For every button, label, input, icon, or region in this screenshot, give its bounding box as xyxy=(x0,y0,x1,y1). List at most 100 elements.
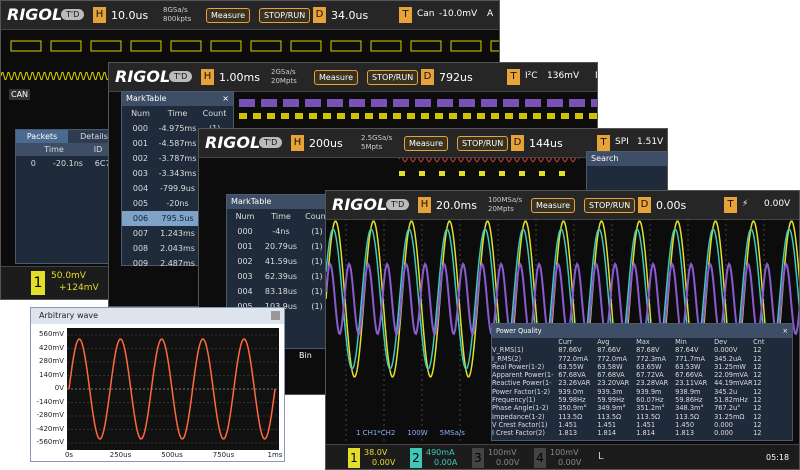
cell: 004 xyxy=(132,184,149,193)
header-bar: RIGOL T'D H 20.0ms 100MSa/s 20Mpts Measure STOP… xyxy=(326,191,799,220)
measure-button[interactable]: Measure xyxy=(206,8,250,23)
close-button[interactable] xyxy=(271,311,280,320)
pulse xyxy=(267,113,275,119)
bus-segment xyxy=(393,99,409,107)
bus-segment xyxy=(569,99,585,107)
bus-segment xyxy=(450,40,482,52)
bus-segment xyxy=(305,99,321,107)
cell: 23.28VAR xyxy=(636,379,669,388)
cell: 771.7mA xyxy=(675,354,705,363)
status-badge: T'D xyxy=(61,9,85,20)
mark-row: 004 83.18us (1) xyxy=(227,284,335,299)
cell: 67.68VA xyxy=(597,371,625,380)
cell: -20.1ns xyxy=(53,159,83,168)
channel-number[interactable]: 2 xyxy=(410,448,422,468)
cell: -799.9us xyxy=(159,184,196,193)
bus-marker xyxy=(479,171,485,176)
channel-number[interactable]: 1 xyxy=(348,448,360,468)
run-stop-button[interactable]: STOP/RUN xyxy=(457,136,509,151)
channel-number[interactable]: 3 xyxy=(472,448,484,468)
column-header: Min xyxy=(675,338,687,346)
cell: 006 xyxy=(132,214,149,223)
sample-rate: 2GSa/s xyxy=(271,68,296,76)
cell: 1.813 xyxy=(675,429,695,438)
bus-marker xyxy=(499,171,505,176)
measure-button[interactable]: Measure xyxy=(404,136,448,151)
measure-button[interactable]: Measure xyxy=(531,198,575,213)
measurement-row: V_RMS(1) 87.66V 87.66V 87.68V 87.64V 0.000V 12 xyxy=(492,346,792,354)
cell: 002 xyxy=(132,154,148,163)
cell: 002 xyxy=(237,257,253,266)
channel-offset: 0.00V xyxy=(496,458,520,467)
channel-bar: 1 38.0V 0.00V 2 490mA 0.00A 3 100mV 0.00V 4 100mV 0… xyxy=(326,444,799,469)
table-title: MarkTable xyxy=(227,195,335,209)
cell: 12 xyxy=(753,412,762,421)
pulse xyxy=(533,113,541,119)
y-tick-label: 420mV xyxy=(39,343,64,352)
cell: 12 xyxy=(753,429,762,438)
footer-item: 5MSa/s xyxy=(439,429,465,437)
measurement-row: I Crest Factor(2) 1.813 1.814 1.814 1.813 0.0… xyxy=(492,429,792,437)
tab[interactable]: Packets xyxy=(16,130,68,143)
bus-segment xyxy=(415,99,431,107)
memory-depth: 800kpts xyxy=(163,15,192,23)
delay-value: 144us xyxy=(529,137,563,150)
timebase: 20.0ms xyxy=(436,199,477,212)
cell: 51.82mHz xyxy=(714,396,748,405)
measure-button[interactable]: Measure xyxy=(314,70,358,85)
header-bar: RIGOL T'D H 10.0us 8GSa/s 800kpts Measure STOP/… xyxy=(1,1,499,30)
logic-label[interactable]: L xyxy=(598,451,604,462)
tab[interactable]: Details xyxy=(80,132,108,141)
brand-logo: RIGOL xyxy=(7,5,63,24)
cell: 000 xyxy=(132,124,148,133)
run-stop-button[interactable]: STOP/RUN xyxy=(367,70,419,85)
trigger-level: 136mV xyxy=(547,71,580,81)
cell: 87.68V xyxy=(636,346,660,355)
pulse xyxy=(351,113,359,119)
waveform-area xyxy=(239,99,597,119)
pulse xyxy=(435,113,443,119)
cell: 113.5Ω xyxy=(636,412,661,421)
delay-label: D xyxy=(421,69,434,85)
cell: 113.5Ω xyxy=(675,412,700,421)
cell: 0.000V xyxy=(714,346,738,355)
cell: V Crest Factor(1) xyxy=(492,420,548,429)
trigger-type: Can xyxy=(417,9,435,19)
channel-offset: 0.00V xyxy=(558,458,582,467)
cell: 22.09mVA xyxy=(714,371,749,380)
bus-segment xyxy=(50,40,82,52)
horizontal-label: H xyxy=(291,135,304,151)
memory-depth: 20Mpts xyxy=(488,205,514,213)
bus-segment xyxy=(130,40,162,52)
channel-number[interactable]: 4 xyxy=(534,448,546,468)
trigger-type: I²C xyxy=(525,71,538,81)
header-row: Num Time Count xyxy=(227,209,335,224)
panel-title: Search xyxy=(587,152,667,166)
run-stop-button[interactable]: STOP/RUN xyxy=(584,198,636,213)
cell: -3.787ms xyxy=(158,154,197,163)
cell: 772.0mA xyxy=(558,354,589,363)
x-tick-label: 1ms xyxy=(267,451,283,459)
column-header: Num xyxy=(131,109,150,118)
bus-marker xyxy=(559,171,565,176)
column-header: Time xyxy=(167,109,188,118)
status-badge: T'D xyxy=(259,137,283,148)
x-tick-label: 0s xyxy=(64,451,74,459)
cell: 350.9m° xyxy=(558,404,587,413)
cell: 1.243ms xyxy=(160,229,195,238)
close-button[interactable]: × xyxy=(782,327,788,335)
panel-title: Power Quality × xyxy=(492,324,792,338)
cell: Impedance(1-2) xyxy=(492,412,545,421)
bus-segment xyxy=(330,40,362,52)
cell: 59.86Hz xyxy=(675,396,703,405)
run-stop-button[interactable]: STOP/RUN xyxy=(259,8,311,23)
timebase: 1.00ms xyxy=(219,71,260,84)
column-header: Time xyxy=(271,212,291,221)
cell: 005 xyxy=(132,199,149,208)
close-button[interactable]: × xyxy=(222,94,229,103)
cell: (1) xyxy=(311,272,323,281)
cell: 12 xyxy=(753,387,762,396)
bus-segment xyxy=(261,99,277,107)
cell: 12 xyxy=(753,346,762,355)
bus-marker xyxy=(519,171,525,176)
